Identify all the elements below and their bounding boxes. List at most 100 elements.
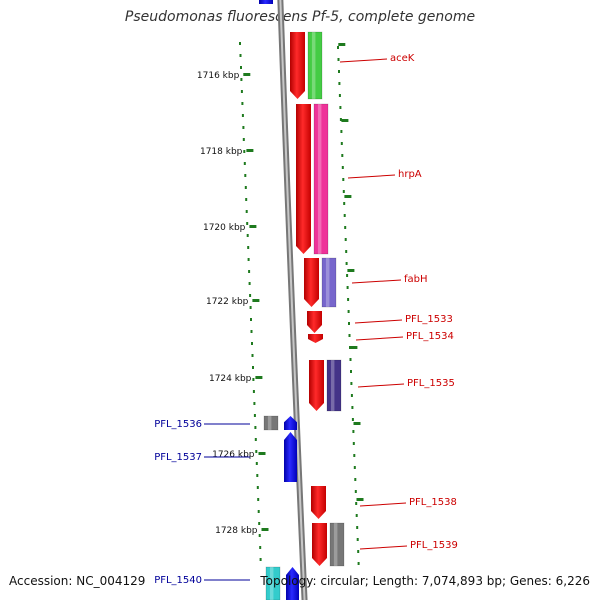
scale-dot — [252, 378, 255, 381]
gene-label: hrpA — [398, 169, 422, 180]
scale-dot — [257, 510, 260, 513]
gene-arrow — [296, 104, 311, 254]
scale-dot — [243, 150, 246, 153]
scale-dot — [350, 382, 353, 385]
gene-label: PFL_1537 — [154, 452, 202, 463]
gene-arrow — [311, 486, 326, 519]
cog-box — [313, 103, 329, 255]
gene-label: PFL_1538 — [409, 497, 457, 508]
tick-label: 1722 kbp — [206, 297, 249, 307]
scale-dot — [355, 514, 358, 517]
scale-dot — [349, 346, 351, 349]
gene-arrow — [286, 567, 299, 600]
scale-dot — [252, 390, 255, 393]
gene-label-line — [347, 174, 396, 179]
gene-label-line — [354, 319, 403, 324]
tick-label: 1726 kbp — [212, 450, 255, 460]
gene-arrow — [309, 360, 324, 411]
scale-dot — [357, 550, 360, 553]
scale-dot — [242, 126, 245, 129]
tick-mark — [246, 149, 254, 152]
tick-mark — [356, 498, 364, 501]
scale-dot — [337, 58, 340, 61]
scale-dot — [340, 130, 343, 133]
tick-mark — [338, 43, 346, 46]
scale-dot — [345, 262, 348, 265]
scale-dot — [347, 298, 350, 301]
tick-mark — [243, 73, 251, 76]
gene-arrow — [284, 416, 297, 430]
scale-dot — [248, 282, 251, 285]
scale-dot — [240, 90, 243, 93]
gene-label-line — [339, 58, 388, 63]
scale-dot — [338, 70, 340, 73]
scale-dot — [354, 490, 357, 493]
scale-dot — [338, 82, 341, 85]
scale-dot — [259, 546, 262, 549]
scale-dot — [339, 106, 342, 109]
scale-dot — [350, 370, 352, 373]
tick-mark — [255, 376, 263, 379]
tick-mark — [347, 269, 355, 272]
scale-dot — [241, 102, 244, 105]
accession-text: Accession: NC_004129 — [9, 574, 146, 588]
scale-dot — [239, 54, 242, 57]
scale-dot — [250, 330, 253, 333]
tick-mark — [258, 452, 266, 455]
scale-dot — [344, 238, 347, 241]
scale-dot — [346, 286, 349, 289]
scale-dot — [254, 426, 257, 429]
gene-label: PFL_1533 — [405, 314, 453, 325]
tick-layer: 1716 kbp 1718 kbp 1720 kbp 1722 kbp 1724 kbp… — [197, 42, 364, 565]
scale-dot — [257, 498, 260, 501]
scale-dot — [351, 406, 354, 409]
tick-mark — [353, 422, 361, 425]
scale-dot — [240, 78, 243, 81]
gene-label-line — [357, 383, 405, 388]
cog-box — [263, 415, 279, 431]
scale-dot — [356, 526, 359, 529]
scale-dot — [251, 354, 254, 357]
topology-text: Topology: circular; Length: 7,074,893 bp… — [260, 574, 590, 588]
scale-dot — [254, 438, 257, 441]
gene-label: PFL_1536 — [154, 419, 202, 430]
scale-dot — [356, 538, 359, 541]
gene-arrow — [312, 523, 327, 566]
scale-dot — [247, 246, 250, 249]
scale-dot — [249, 294, 252, 297]
gene-arrow — [259, 0, 273, 4]
gene-label-line — [355, 336, 404, 341]
tick-mark — [350, 346, 358, 349]
gene-arrow — [307, 311, 322, 333]
scale-dot — [253, 402, 256, 405]
scale-dot — [243, 162, 246, 165]
scale-dot — [337, 46, 339, 49]
scale-dot — [349, 358, 352, 361]
scale-dot — [258, 522, 261, 525]
scale-dot — [351, 418, 354, 421]
scale-dot — [352, 430, 355, 433]
tick-mark — [252, 299, 260, 302]
scale-dot — [343, 214, 346, 217]
scale-dot — [242, 138, 245, 141]
gene-label: PFL_1540 — [154, 575, 202, 586]
scale-dot — [255, 462, 258, 465]
gene-arrow — [304, 258, 319, 307]
scale-dot — [259, 558, 262, 561]
scale-dot — [350, 394, 353, 397]
scale-dot — [256, 474, 259, 477]
tick-label: 1728 kbp — [215, 526, 258, 536]
scale-dot — [252, 366, 254, 369]
scale-dot — [341, 154, 344, 157]
scale-dot — [255, 450, 258, 453]
scale-dot — [345, 250, 348, 253]
gene-layer — [259, 0, 345, 600]
scale-dot — [244, 186, 247, 189]
scale-dot — [258, 534, 261, 537]
cog-box — [326, 359, 342, 412]
scale-dot — [245, 198, 248, 201]
scale-dot — [355, 502, 358, 505]
scale-dot — [249, 306, 252, 309]
tick-mark — [341, 119, 349, 122]
